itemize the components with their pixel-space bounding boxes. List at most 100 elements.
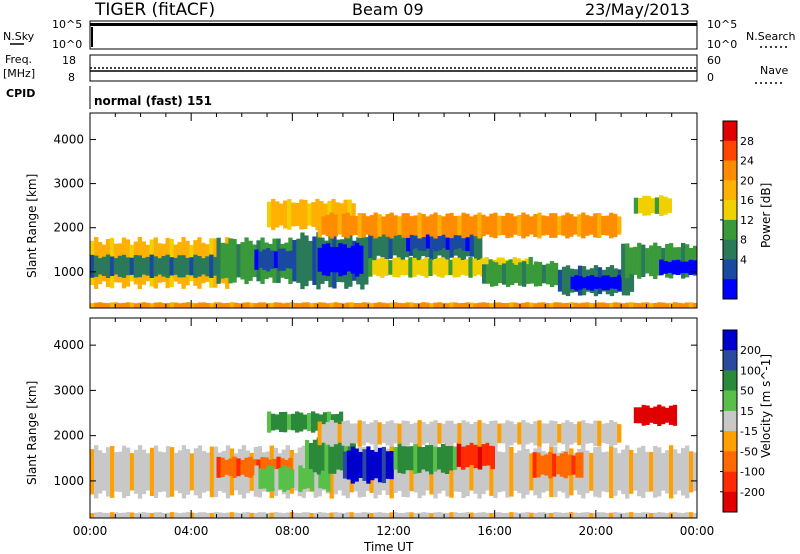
heatmap-cell bbox=[537, 212, 542, 239]
heatmap-cell bbox=[505, 212, 510, 239]
heatmap-cell bbox=[94, 445, 99, 499]
beam-title: Beam 09 bbox=[352, 0, 424, 19]
colorbar-swatch bbox=[723, 121, 737, 142]
heatmap-cell bbox=[233, 512, 239, 518]
heatmap-cell bbox=[312, 236, 317, 285]
heatmap-cell bbox=[477, 302, 482, 308]
heatmap-cell bbox=[621, 243, 626, 278]
heatmap-cell bbox=[333, 302, 338, 309]
heatmap-cell bbox=[633, 197, 639, 214]
heatmap-cell bbox=[581, 302, 586, 309]
velocity-heatmap: 1000 2000 3000 4000 00:00 04:00 08:00 12:00 16:… bbox=[25, 317, 773, 538]
heatmap-cell bbox=[295, 203, 300, 226]
heatmap-cell bbox=[541, 512, 546, 519]
heatmap-cell bbox=[299, 199, 304, 230]
heatmap-cell bbox=[497, 302, 502, 309]
heatmap-cell bbox=[409, 302, 414, 309]
heatmap-cell bbox=[329, 212, 334, 239]
heatmap-cell bbox=[317, 421, 322, 446]
heatmap-cell bbox=[521, 420, 526, 447]
heatmap-cell bbox=[613, 512, 618, 519]
heatmap-cell bbox=[393, 512, 398, 519]
heatmap-cell bbox=[161, 452, 167, 492]
heatmap-cell bbox=[325, 214, 330, 237]
heatmap-cell bbox=[290, 469, 295, 488]
x-tick-label: 04:00 bbox=[174, 524, 209, 538]
nsearch-tick-bottom: 10^0 bbox=[707, 38, 737, 51]
heatmap-cell bbox=[501, 303, 506, 308]
x-tick-label: 00:00 bbox=[680, 524, 715, 538]
heatmap-cell bbox=[173, 302, 179, 309]
heatmap-cell bbox=[316, 437, 321, 475]
heatmap-cell bbox=[287, 199, 292, 230]
heatmap-cell bbox=[629, 302, 634, 309]
heatmap-cell bbox=[337, 216, 342, 235]
heatmap-cell bbox=[489, 513, 494, 518]
heatmap-cell bbox=[549, 420, 554, 447]
heatmap-cell bbox=[205, 303, 211, 308]
heatmap-cell bbox=[153, 302, 159, 309]
heatmap-cell bbox=[513, 216, 518, 235]
heatmap-cell bbox=[625, 445, 630, 499]
heatmap-cell bbox=[369, 303, 374, 308]
heatmap-cell bbox=[233, 302, 239, 308]
heatmap-cell bbox=[274, 469, 279, 489]
heatmap-cell bbox=[457, 215, 462, 236]
heatmap-cell bbox=[420, 258, 425, 276]
heatmap-cell bbox=[621, 265, 627, 296]
heatmap-cell bbox=[537, 512, 542, 519]
heatmap-cell bbox=[440, 257, 445, 278]
heatmap-cell bbox=[337, 424, 342, 443]
heatmap-cell bbox=[405, 512, 410, 519]
heatmap-cell bbox=[220, 242, 225, 279]
heatmap-cell bbox=[397, 302, 402, 308]
heatmap-cell bbox=[453, 452, 458, 492]
heatmap-cell bbox=[429, 442, 434, 475]
heatmap-cell bbox=[513, 302, 518, 309]
heatmap-cell bbox=[173, 257, 178, 275]
colorbar-tick-label: 20 bbox=[740, 174, 754, 187]
heatmap-cell bbox=[286, 467, 291, 491]
heatmap-cell bbox=[609, 277, 614, 289]
heatmap-cell bbox=[565, 512, 570, 518]
heatmap-cell bbox=[324, 442, 329, 470]
heatmap-cell bbox=[460, 260, 465, 275]
heatmap-cell bbox=[266, 248, 271, 272]
heatmap-cell bbox=[569, 512, 574, 519]
heatmap-cell bbox=[557, 512, 562, 519]
heatmap-cell bbox=[325, 422, 330, 445]
heatmap-cell bbox=[409, 423, 414, 443]
heatmap-cell bbox=[153, 512, 159, 519]
heatmap-cell bbox=[617, 302, 622, 309]
heatmap-cell bbox=[90, 513, 95, 518]
colorbar-swatch bbox=[723, 330, 737, 351]
heatmap-cell bbox=[161, 303, 167, 308]
heatmap-cell bbox=[661, 406, 666, 425]
heatmap-cell bbox=[425, 512, 430, 518]
heatmap-cell bbox=[297, 303, 302, 308]
heatmap-cell bbox=[433, 302, 438, 308]
heatmap-cell bbox=[220, 457, 225, 477]
heatmap-cell bbox=[565, 265, 571, 297]
colorbar-swatch bbox=[723, 431, 737, 452]
heatmap-cell bbox=[94, 302, 99, 308]
heatmap-cell bbox=[285, 302, 290, 308]
heatmap-cell bbox=[449, 445, 454, 498]
heatmap-cell bbox=[400, 259, 405, 276]
heatmap-cell bbox=[461, 303, 466, 308]
heatmap-cell bbox=[366, 446, 371, 484]
heatmap-cell bbox=[342, 451, 348, 479]
heatmap-cell bbox=[490, 261, 495, 287]
heatmap-cell bbox=[346, 247, 351, 272]
heatmap-cell bbox=[637, 513, 642, 518]
heatmap-cell bbox=[505, 512, 510, 518]
heatmap-cell bbox=[301, 302, 306, 309]
heatmap-cell bbox=[437, 512, 442, 519]
heatmap-cell bbox=[573, 302, 578, 309]
heatmap-cell bbox=[481, 512, 486, 519]
heatmap-cell bbox=[364, 237, 369, 285]
heatmap-cell bbox=[518, 262, 523, 286]
heatmap-cell bbox=[536, 452, 541, 478]
heatmap-cell bbox=[433, 212, 438, 239]
heatmap-cell bbox=[646, 195, 651, 216]
